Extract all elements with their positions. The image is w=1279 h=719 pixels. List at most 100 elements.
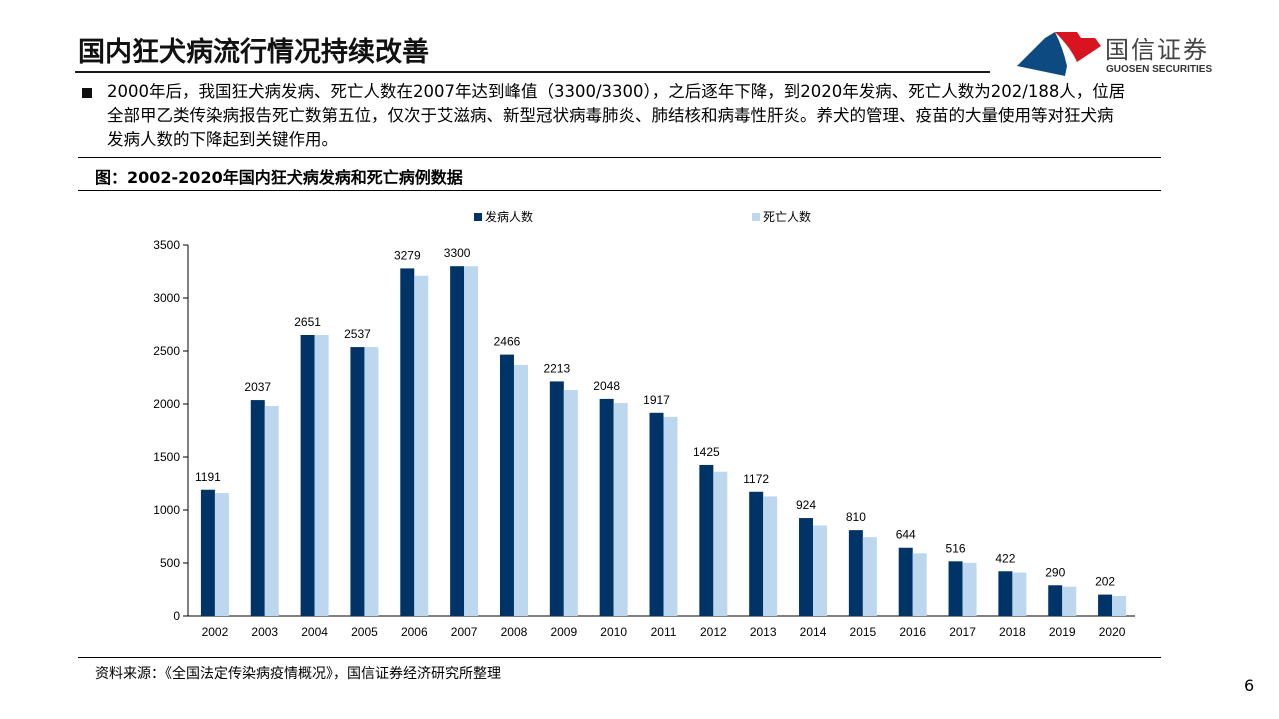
bar-deaths bbox=[464, 266, 479, 616]
data-label: 810 bbox=[846, 510, 866, 524]
bar-deaths bbox=[713, 471, 728, 616]
data-label: 2213 bbox=[543, 361, 570, 375]
y-tick-label: 2500 bbox=[153, 344, 180, 358]
x-tick-label: 2002 bbox=[202, 625, 229, 639]
data-label: 2048 bbox=[593, 379, 620, 393]
bar-deaths bbox=[264, 406, 279, 616]
data-label: 2537 bbox=[344, 327, 371, 341]
x-tick-label: 2017 bbox=[949, 625, 976, 639]
figure-title: 图：2002-2020年国内狂犬病发病和死亡病例数据 bbox=[95, 168, 463, 187]
bar-deaths bbox=[1062, 586, 1077, 616]
bar-incidence bbox=[1048, 585, 1063, 616]
x-tick-label: 2015 bbox=[850, 625, 877, 639]
bar-incidence bbox=[799, 518, 814, 616]
bar-deaths bbox=[364, 347, 379, 616]
y-tick-label: 500 bbox=[160, 556, 180, 570]
data-label: 1425 bbox=[693, 445, 720, 459]
y-tick-label: 1000 bbox=[153, 503, 180, 517]
x-tick-label: 2018 bbox=[999, 625, 1026, 639]
data-label: 2037 bbox=[244, 380, 271, 394]
bar-incidence bbox=[699, 464, 714, 616]
x-tick-label: 2008 bbox=[501, 625, 528, 639]
bar-deaths bbox=[214, 493, 229, 616]
bar-deaths bbox=[763, 496, 778, 616]
data-label: 924 bbox=[796, 498, 816, 512]
bar-incidence bbox=[250, 400, 265, 616]
bar-incidence bbox=[649, 412, 664, 616]
x-tick-label: 2006 bbox=[401, 625, 428, 639]
bar-incidence bbox=[350, 347, 365, 616]
bar-deaths bbox=[962, 562, 977, 616]
bar-incidence bbox=[549, 381, 564, 616]
data-label: 1917 bbox=[643, 393, 670, 407]
bar-deaths bbox=[1012, 572, 1027, 616]
legend-swatch bbox=[474, 213, 482, 221]
bar-deaths bbox=[813, 525, 828, 616]
guosen-logo bbox=[1017, 32, 1101, 76]
data-label: 516 bbox=[946, 541, 966, 555]
y-tick-label: 1500 bbox=[153, 450, 180, 464]
data-label: 2651 bbox=[294, 315, 321, 329]
x-tick-label: 2020 bbox=[1099, 625, 1126, 639]
bar-incidence bbox=[300, 334, 315, 616]
x-tick-label: 2005 bbox=[351, 625, 378, 639]
x-tick-label: 2019 bbox=[1049, 625, 1076, 639]
bar-incidence bbox=[599, 398, 614, 616]
bullet-icon bbox=[82, 88, 92, 98]
bar-incidence bbox=[948, 561, 963, 616]
page-number: 6 bbox=[1244, 676, 1255, 695]
bar-deaths bbox=[663, 416, 678, 616]
logo-text-cn: 国信证券 bbox=[1105, 36, 1209, 64]
x-tick-label: 2009 bbox=[550, 625, 577, 639]
bar-deaths bbox=[513, 364, 528, 616]
x-tick-label: 2014 bbox=[800, 625, 827, 639]
data-label: 3279 bbox=[394, 248, 421, 262]
bar-deaths bbox=[613, 403, 628, 616]
y-tick-label: 0 bbox=[173, 609, 180, 623]
data-label: 290 bbox=[1045, 565, 1065, 579]
y-tick-label: 3000 bbox=[153, 291, 180, 305]
bar-incidence bbox=[848, 530, 863, 616]
bar-incidence bbox=[898, 547, 913, 616]
x-tick-label: 2007 bbox=[451, 625, 478, 639]
data-label: 644 bbox=[896, 528, 916, 542]
x-tick-label: 2011 bbox=[651, 625, 677, 639]
x-tick-label: 2012 bbox=[700, 625, 727, 639]
bar-deaths bbox=[862, 537, 877, 616]
data-label: 1191 bbox=[195, 470, 221, 484]
x-tick-label: 2013 bbox=[750, 625, 777, 639]
figure-title-rule bbox=[78, 190, 1161, 191]
bar-incidence bbox=[200, 489, 215, 616]
x-tick-label: 2004 bbox=[301, 625, 328, 639]
summary-paragraph: 2000年后，我国狂犬病发病、死亡人数在2007年达到峰值（3300/3300）… bbox=[107, 82, 1126, 149]
x-tick-label: 2010 bbox=[600, 625, 627, 639]
bar-incidence bbox=[998, 571, 1013, 616]
data-label: 1172 bbox=[743, 472, 769, 486]
source-rule bbox=[78, 657, 1161, 658]
legend-swatch bbox=[752, 213, 760, 221]
logo-text-en: GUOSEN SECURITIES bbox=[1106, 64, 1213, 75]
legend-label: 发病人数 bbox=[485, 209, 533, 224]
bar-incidence bbox=[450, 266, 465, 616]
bar-incidence bbox=[400, 268, 415, 616]
x-tick-label: 2003 bbox=[251, 625, 278, 639]
bar-deaths bbox=[912, 553, 927, 616]
data-label: 2466 bbox=[494, 335, 521, 349]
bar-incidence bbox=[749, 491, 764, 616]
legend-label: 死亡人数 bbox=[763, 209, 811, 224]
y-tick-label: 3500 bbox=[153, 238, 180, 252]
y-tick-label: 2000 bbox=[153, 397, 180, 411]
bar-deaths bbox=[563, 390, 578, 616]
bar-incidence bbox=[1098, 594, 1113, 616]
bar-deaths bbox=[314, 334, 329, 616]
bar-deaths bbox=[1112, 596, 1127, 616]
x-tick-label: 2016 bbox=[899, 625, 926, 639]
bar-deaths bbox=[414, 275, 429, 616]
data-label: 422 bbox=[995, 551, 1015, 565]
title-divider bbox=[75, 71, 990, 73]
data-label: 202 bbox=[1095, 575, 1115, 589]
bar-incidence bbox=[499, 354, 514, 616]
data-label: 3300 bbox=[444, 246, 471, 260]
page-title: 国内狂犬病流行情况持续改善 bbox=[78, 37, 429, 68]
